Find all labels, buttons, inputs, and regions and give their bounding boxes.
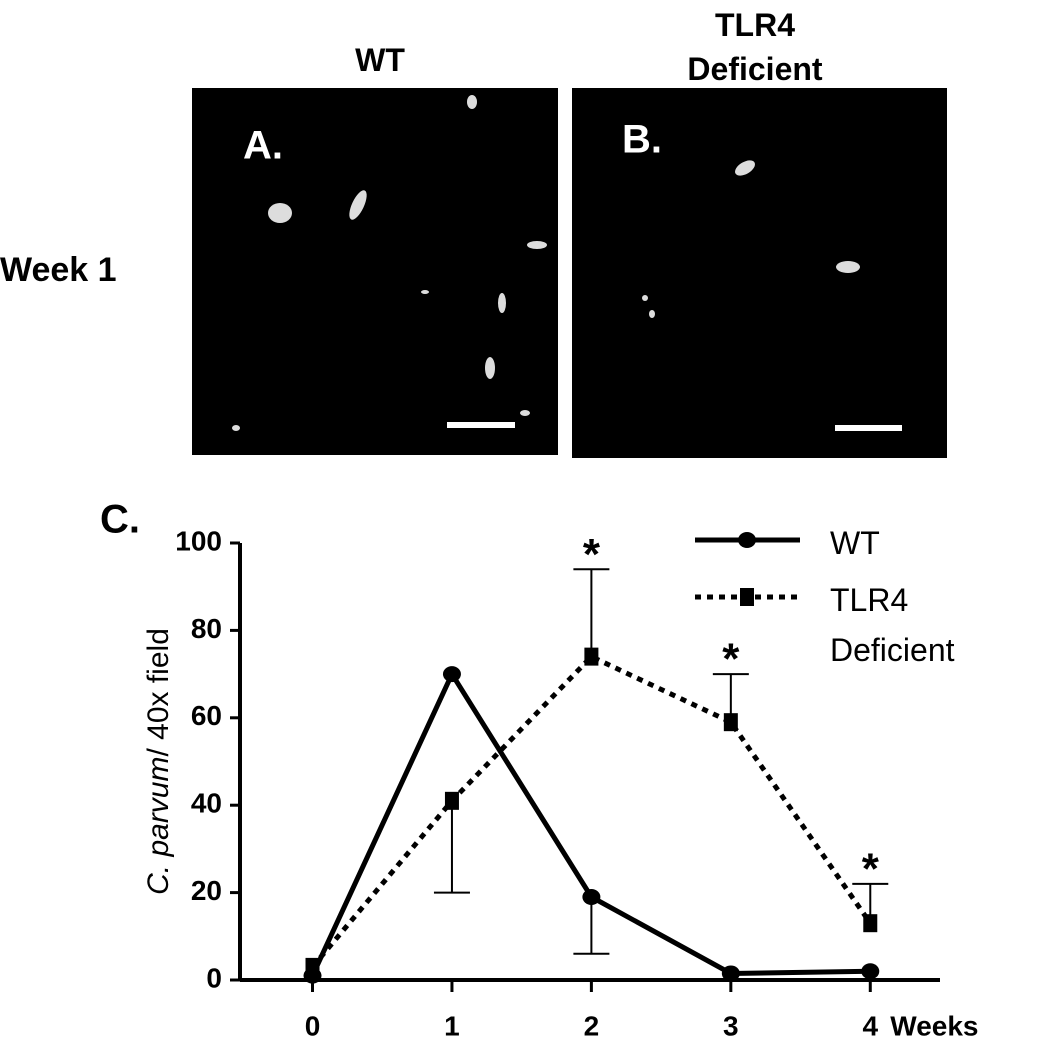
oocysts-wt bbox=[232, 95, 547, 431]
micrograph-wt bbox=[192, 88, 558, 455]
marker bbox=[721, 965, 740, 982]
marker bbox=[442, 666, 461, 683]
column-title: TLR4 Deficient bbox=[687, 7, 823, 87]
x-axis-label: Weeks bbox=[890, 1010, 978, 1041]
marker bbox=[740, 588, 754, 606]
panel-label: C. bbox=[100, 498, 140, 542]
significance-mark: * bbox=[722, 635, 740, 684]
marker bbox=[863, 914, 878, 933]
panel-label: B. bbox=[622, 118, 662, 162]
legend-label: WT bbox=[830, 525, 880, 561]
column-title: WT bbox=[355, 42, 405, 78]
micrograph-tlr4 bbox=[572, 88, 947, 458]
marker bbox=[861, 963, 880, 980]
y-tick-label: 80 bbox=[191, 613, 222, 644]
legend-label: TLR4 Deficient bbox=[830, 582, 955, 668]
series-line bbox=[310, 653, 873, 969]
x-tick-label: 1 bbox=[444, 1010, 460, 1041]
y-tick-label: 60 bbox=[191, 700, 222, 731]
significance-mark: * bbox=[583, 530, 601, 579]
significance-mark: * bbox=[862, 844, 880, 893]
marker bbox=[584, 647, 599, 666]
marker bbox=[582, 888, 601, 905]
y-label-part: / 40x field bbox=[142, 628, 175, 756]
x-tick-label: 2 bbox=[584, 1010, 600, 1041]
y-label-part: C. parvum bbox=[142, 757, 175, 895]
marker bbox=[723, 713, 738, 732]
row-label: Week 1 bbox=[0, 251, 117, 289]
x-tick-label: 3 bbox=[723, 1010, 739, 1041]
y-tick-label: 0 bbox=[206, 962, 222, 993]
x-tick-label: 0 bbox=[305, 1010, 321, 1041]
panel-label: A. bbox=[243, 124, 283, 168]
oocysts-tlr4 bbox=[642, 160, 860, 318]
marker bbox=[738, 532, 756, 548]
y-tick-label: 20 bbox=[191, 875, 222, 906]
marker bbox=[444, 791, 459, 810]
marker bbox=[305, 957, 320, 976]
y-axis-label: C. parvum/ 40x field bbox=[142, 628, 175, 895]
y-tick-label: 40 bbox=[191, 788, 222, 819]
x-tick-label: 4 bbox=[862, 1010, 878, 1041]
y-tick-label: 100 bbox=[175, 525, 222, 556]
